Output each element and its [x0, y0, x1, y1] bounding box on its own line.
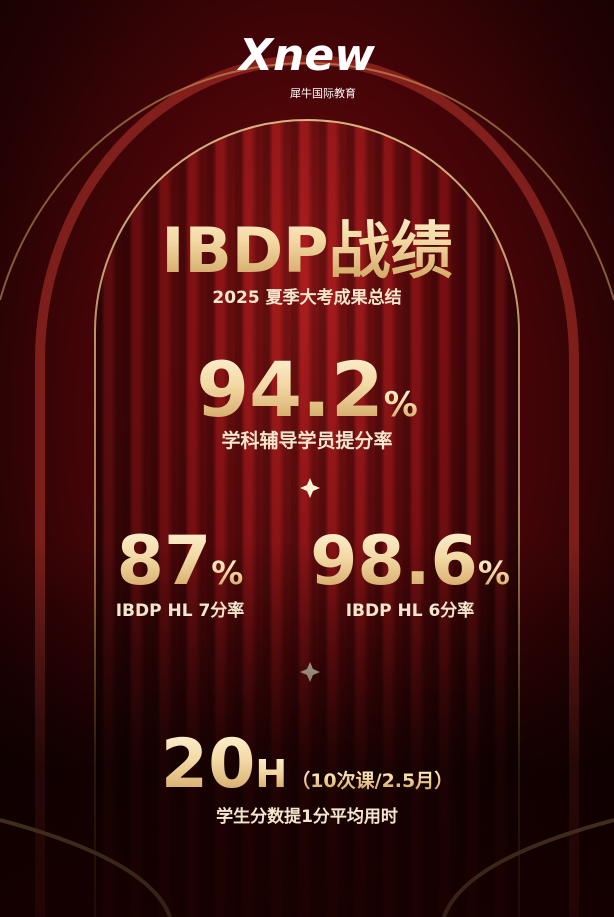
logo-tagline: 犀牛国际教育	[290, 87, 356, 100]
stat-unit: %	[477, 554, 510, 592]
logo-brand: Xnew	[239, 30, 375, 81]
stat-value: 94.2	[196, 345, 384, 434]
outer-arch	[35, 55, 579, 917]
title: IBDP战绩	[0, 200, 614, 290]
stat: 20 H （10次课/2.5月）	[0, 725, 614, 804]
stat-value: 20	[160, 725, 256, 804]
sparkle	[300, 478, 320, 498]
top-arch	[0, 62, 614, 301]
shade	[0, 540, 614, 917]
stat: 98.6 %	[300, 522, 520, 601]
stat-value: 87	[116, 522, 212, 601]
stat-note: （10次课/2.5月）	[291, 766, 453, 793]
subtitle: 2025 夏季大考成果总结	[212, 288, 402, 308]
inner-arch	[94, 119, 520, 917]
stat-label: 学科辅导学员提分率	[221, 430, 393, 452]
stat-label: IBDP HL 7分率	[115, 601, 245, 621]
stat-label: IBDP HL 6分率	[345, 601, 475, 621]
stat-unit: %	[211, 554, 244, 592]
stat-unit: H	[255, 752, 288, 796]
stat-label: 学生分数提1分平均用时	[216, 807, 398, 827]
stat-unit: %	[383, 385, 418, 425]
stat: 94.2 %	[0, 345, 614, 434]
stat: 87 %	[80, 522, 280, 601]
stat-value: 98.6	[310, 522, 478, 601]
